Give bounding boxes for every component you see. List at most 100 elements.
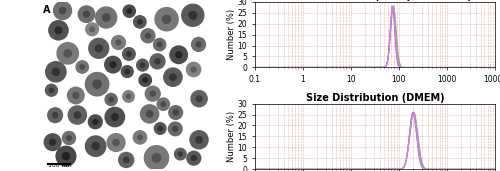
Circle shape bbox=[155, 59, 160, 64]
Circle shape bbox=[127, 9, 132, 13]
Circle shape bbox=[155, 8, 178, 31]
Circle shape bbox=[112, 114, 118, 120]
Circle shape bbox=[146, 86, 160, 101]
Circle shape bbox=[189, 11, 196, 19]
Circle shape bbox=[161, 102, 166, 106]
Circle shape bbox=[66, 136, 71, 140]
Circle shape bbox=[46, 84, 58, 96]
Circle shape bbox=[192, 37, 205, 51]
Circle shape bbox=[50, 88, 54, 92]
Circle shape bbox=[113, 139, 119, 146]
Circle shape bbox=[154, 123, 166, 134]
Circle shape bbox=[164, 68, 182, 86]
Circle shape bbox=[44, 134, 61, 150]
Circle shape bbox=[196, 42, 201, 47]
Circle shape bbox=[191, 67, 196, 72]
Circle shape bbox=[126, 52, 131, 56]
Circle shape bbox=[182, 4, 204, 26]
Circle shape bbox=[102, 14, 110, 21]
Circle shape bbox=[54, 2, 72, 19]
Circle shape bbox=[93, 80, 101, 88]
Circle shape bbox=[124, 157, 129, 163]
Circle shape bbox=[56, 146, 76, 166]
Circle shape bbox=[173, 127, 178, 131]
Circle shape bbox=[138, 135, 142, 140]
Circle shape bbox=[86, 73, 109, 96]
Circle shape bbox=[49, 21, 68, 40]
Circle shape bbox=[96, 7, 116, 28]
Circle shape bbox=[68, 87, 84, 104]
Circle shape bbox=[146, 33, 150, 38]
Circle shape bbox=[90, 27, 94, 31]
Circle shape bbox=[190, 131, 208, 149]
Circle shape bbox=[88, 115, 102, 129]
Circle shape bbox=[134, 16, 146, 28]
Circle shape bbox=[116, 40, 121, 45]
Circle shape bbox=[196, 137, 202, 143]
Circle shape bbox=[140, 63, 144, 67]
Circle shape bbox=[107, 134, 125, 151]
Circle shape bbox=[162, 15, 170, 23]
Circle shape bbox=[64, 50, 72, 57]
Circle shape bbox=[125, 69, 130, 74]
Circle shape bbox=[170, 46, 188, 64]
Circle shape bbox=[174, 110, 178, 115]
Circle shape bbox=[176, 52, 182, 58]
Circle shape bbox=[118, 152, 134, 167]
Circle shape bbox=[80, 65, 84, 69]
Circle shape bbox=[92, 143, 99, 150]
Circle shape bbox=[170, 74, 176, 80]
Circle shape bbox=[187, 151, 200, 165]
Circle shape bbox=[86, 136, 106, 156]
Circle shape bbox=[109, 97, 114, 102]
Circle shape bbox=[136, 59, 148, 71]
Circle shape bbox=[123, 91, 134, 102]
Circle shape bbox=[144, 146, 169, 170]
Circle shape bbox=[89, 38, 108, 58]
Circle shape bbox=[122, 66, 133, 77]
Title: Size Distribution (Ultrapure water): Size Distribution (Ultrapure water) bbox=[278, 0, 471, 1]
Circle shape bbox=[150, 54, 165, 69]
Circle shape bbox=[84, 11, 89, 17]
Circle shape bbox=[86, 23, 99, 36]
Title: Size Distribution (DMEM): Size Distribution (DMEM) bbox=[306, 93, 444, 103]
Circle shape bbox=[60, 7, 66, 14]
Circle shape bbox=[78, 6, 94, 22]
Circle shape bbox=[46, 62, 66, 82]
Circle shape bbox=[168, 122, 182, 136]
Circle shape bbox=[186, 62, 200, 77]
Circle shape bbox=[57, 43, 78, 64]
Y-axis label: Number (%): Number (%) bbox=[227, 111, 236, 162]
Circle shape bbox=[158, 127, 162, 130]
Circle shape bbox=[110, 62, 116, 68]
Circle shape bbox=[196, 96, 202, 102]
Text: A: A bbox=[43, 4, 51, 15]
Circle shape bbox=[191, 91, 207, 107]
Circle shape bbox=[74, 112, 80, 118]
Circle shape bbox=[158, 42, 162, 47]
Circle shape bbox=[123, 5, 136, 17]
Circle shape bbox=[150, 91, 156, 96]
Circle shape bbox=[112, 36, 126, 49]
Circle shape bbox=[62, 153, 70, 160]
Circle shape bbox=[50, 139, 56, 145]
Circle shape bbox=[104, 56, 121, 73]
Circle shape bbox=[76, 61, 88, 73]
Circle shape bbox=[52, 68, 60, 75]
Circle shape bbox=[96, 45, 102, 52]
Circle shape bbox=[139, 74, 151, 86]
Circle shape bbox=[48, 108, 62, 123]
Circle shape bbox=[140, 105, 158, 123]
Circle shape bbox=[152, 154, 160, 162]
Text: 100 nm: 100 nm bbox=[48, 163, 72, 168]
Y-axis label: Number (%): Number (%) bbox=[227, 9, 236, 60]
Circle shape bbox=[126, 94, 130, 98]
Circle shape bbox=[105, 107, 124, 127]
Circle shape bbox=[143, 78, 148, 82]
Circle shape bbox=[73, 93, 78, 98]
Circle shape bbox=[134, 131, 146, 144]
Circle shape bbox=[178, 152, 182, 156]
Circle shape bbox=[52, 113, 58, 118]
Circle shape bbox=[122, 48, 135, 60]
Circle shape bbox=[192, 156, 196, 161]
